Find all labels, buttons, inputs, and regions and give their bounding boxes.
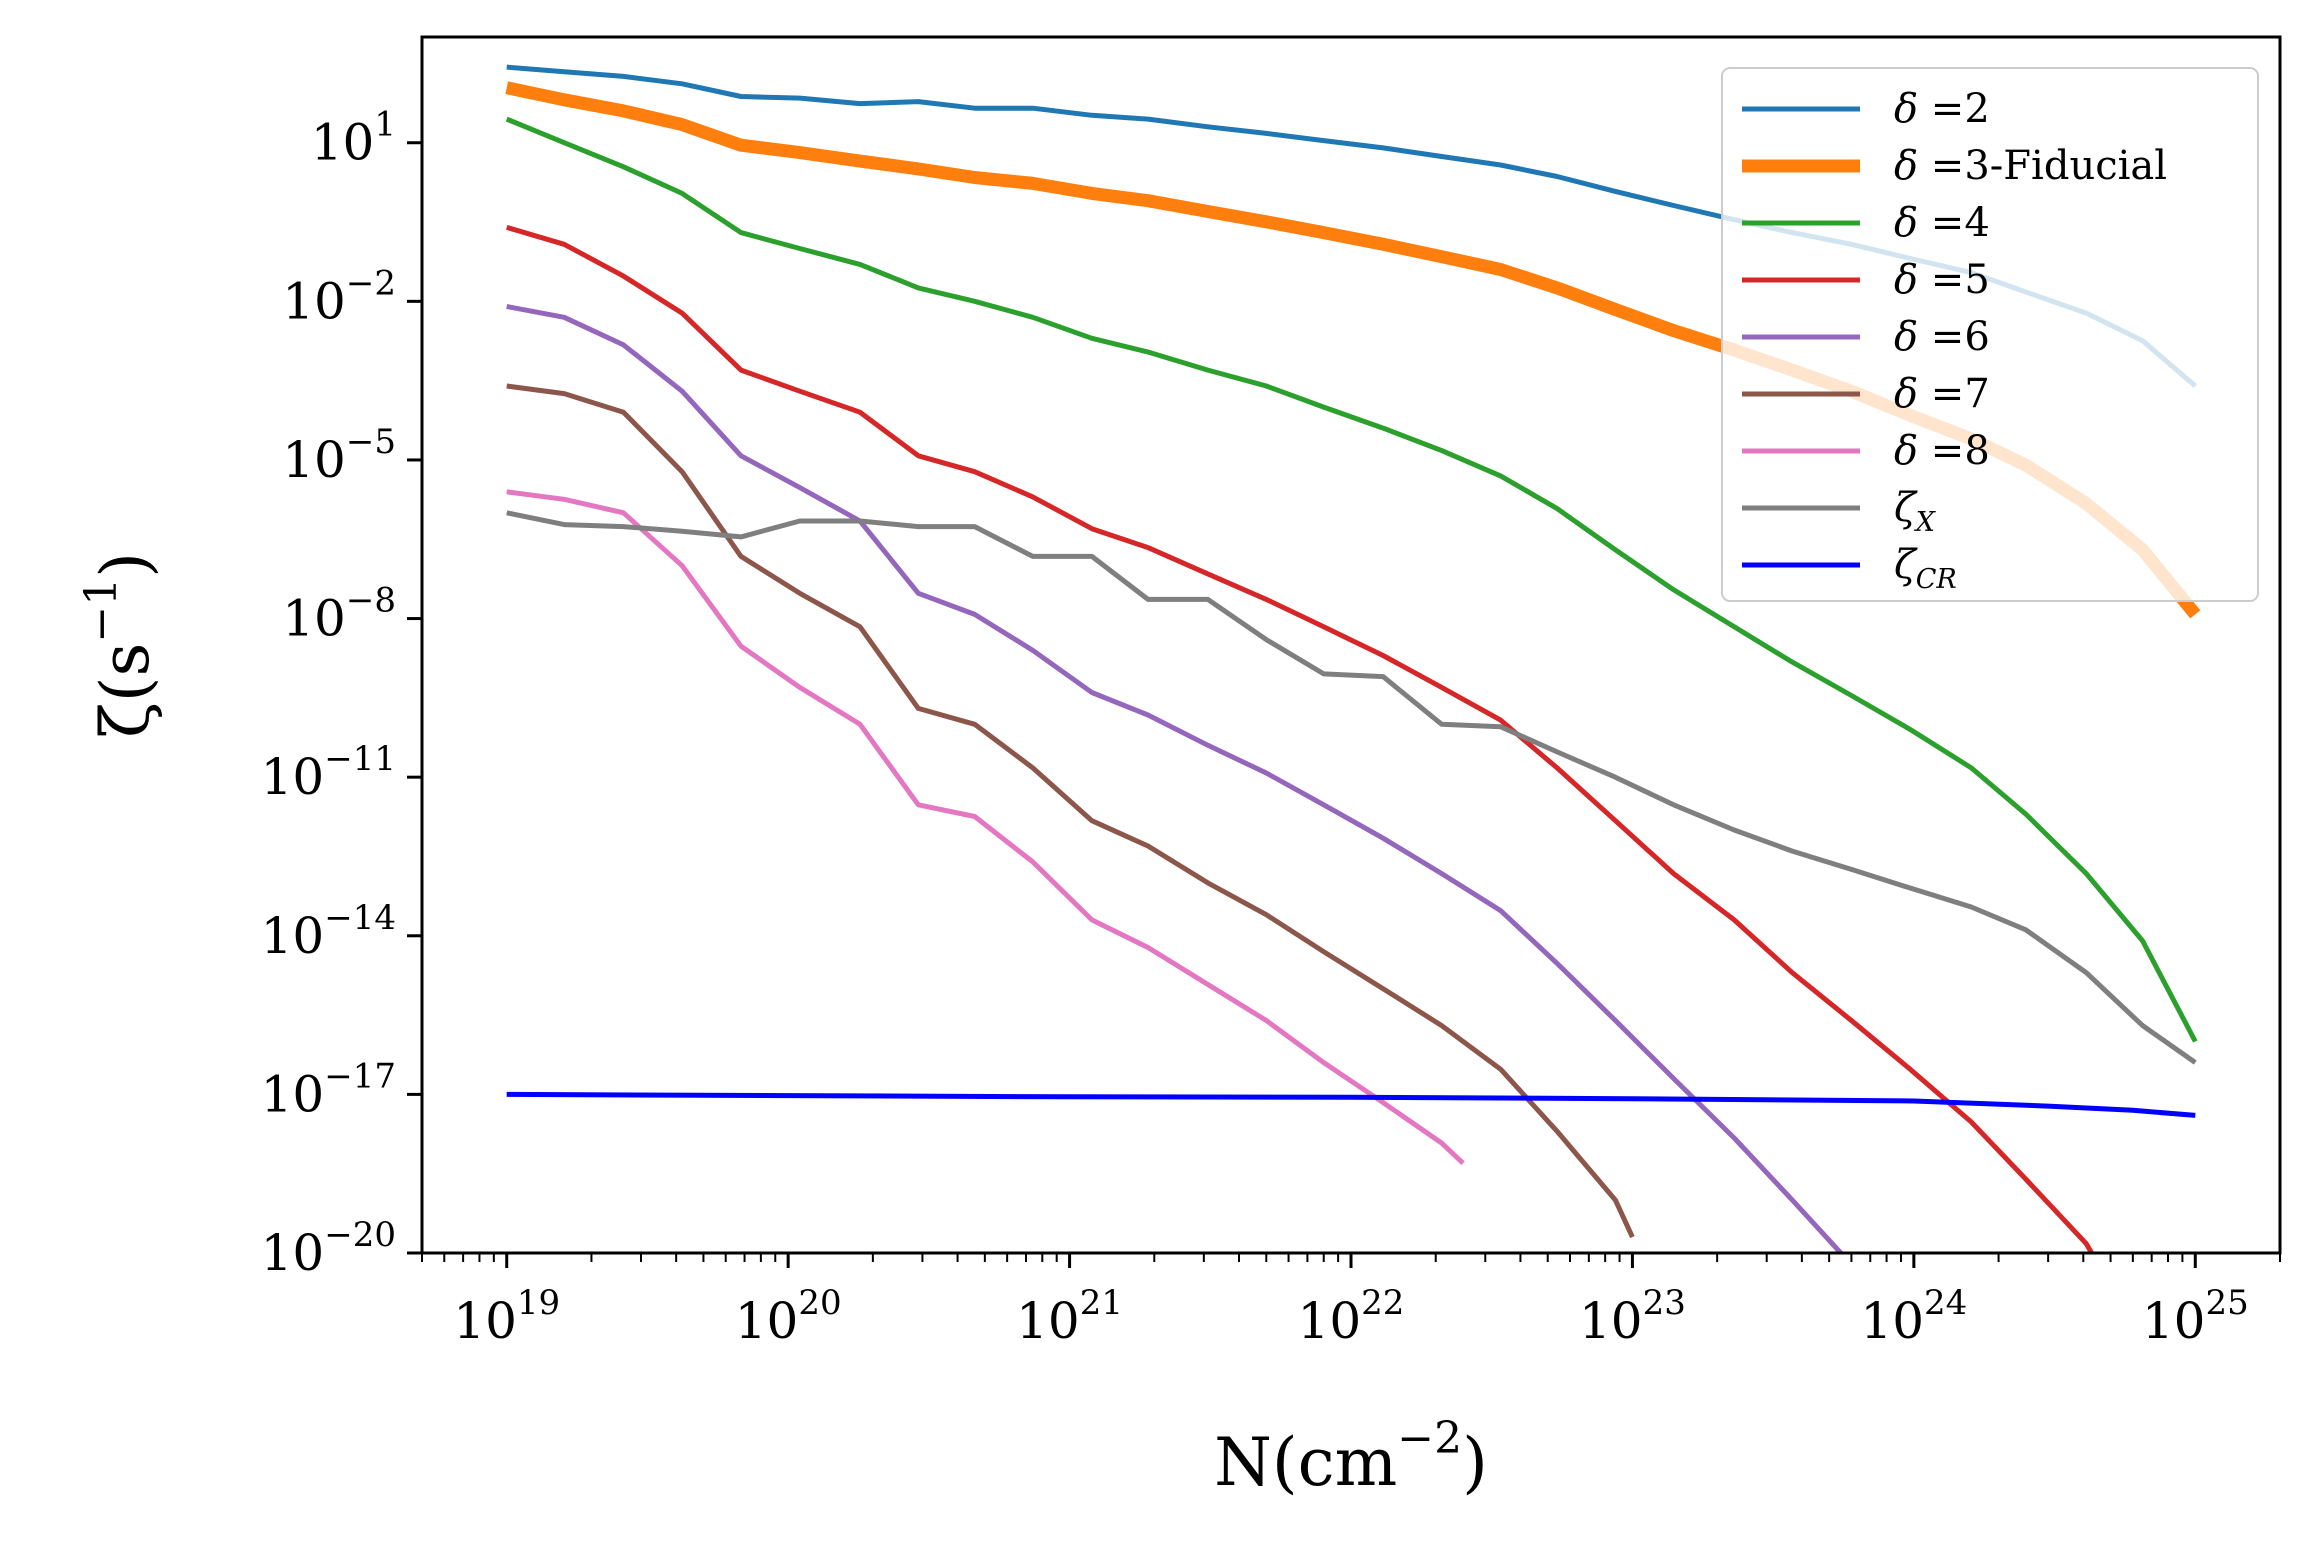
legend-entry: δ =3-Fiducial xyxy=(1894,143,2167,189)
legend-entry: ζX xyxy=(1894,485,1937,538)
legend-entry: ζCR xyxy=(1894,542,1957,595)
legend-box xyxy=(1721,67,2259,602)
series-line-5 xyxy=(506,304,1843,1253)
y-tick-label: 10−14 xyxy=(261,898,396,965)
x-tick-label: 1024 xyxy=(1860,1283,1967,1350)
legend-entry: δ =2 xyxy=(1894,86,1990,132)
x-axis: 1019 1020 1021 1022 1023 1024 1025 xyxy=(421,1253,2281,1350)
series-line-7 xyxy=(506,489,1465,1166)
series-line-3 xyxy=(505,116,2198,1043)
x-tick-label: 1019 xyxy=(453,1283,560,1350)
legend-entry: δ =6 xyxy=(1894,314,1990,360)
legend-entry: δ =4 xyxy=(1894,200,1990,246)
series-layer xyxy=(505,64,2201,1253)
y-tick-label: 101 xyxy=(311,105,396,172)
y-tick-label: 10−2 xyxy=(282,263,396,330)
legend-entry: δ =8 xyxy=(1894,428,1990,474)
y-tick-label: 10−11 xyxy=(261,739,396,806)
y-tick-label: 10−8 xyxy=(282,581,396,648)
series-line-9 xyxy=(506,1091,2196,1118)
y-axis-label: ζ(s−1) xyxy=(76,552,164,738)
series-line-4 xyxy=(505,225,2095,1253)
y-tick-label: 10−17 xyxy=(261,1056,396,1123)
x-axis-label: N(cm−2) xyxy=(1214,1413,1488,1501)
x-tick-label: 1025 xyxy=(2142,1283,2249,1350)
y-axis: 101 10−2 10−5 10−8 10−11 10−14 10−17 10−20 xyxy=(261,105,422,1282)
y-tick-label: 10−20 xyxy=(261,1215,396,1282)
x-tick-label: 1020 xyxy=(735,1283,842,1350)
legend-entry: δ =5 xyxy=(1894,257,1990,303)
series-line-6 xyxy=(506,383,1635,1239)
series-line-8 xyxy=(506,510,2197,1065)
x-tick-label: 1022 xyxy=(1298,1283,1405,1350)
x-tick-label: 1023 xyxy=(1579,1283,1686,1350)
x-tick-label: 1021 xyxy=(1016,1283,1123,1350)
legend-entry: δ =7 xyxy=(1894,371,1990,417)
y-tick-label: 10−5 xyxy=(282,422,396,489)
legend: δ =2 δ =3-Fiducial δ =4 δ =5 δ =6 δ =7 δ =8 ζXζ… xyxy=(1721,67,2259,602)
